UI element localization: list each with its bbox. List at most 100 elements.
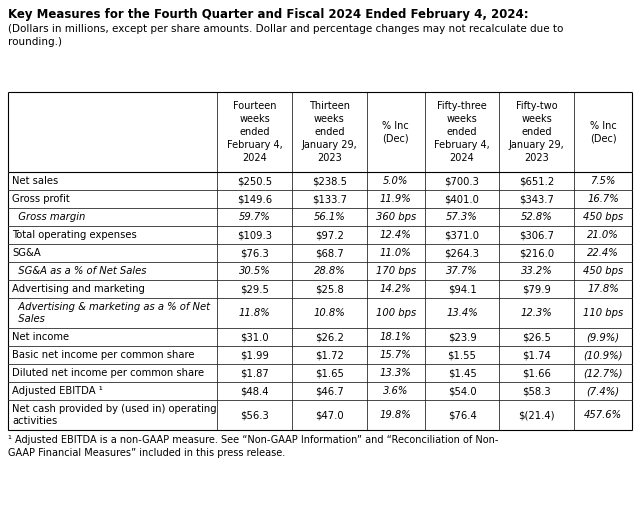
Text: $1.72: $1.72 bbox=[315, 350, 344, 360]
Text: Fifty-three
weeks
ended
February 4,
2024: Fifty-three weeks ended February 4, 2024 bbox=[434, 102, 490, 163]
Text: $133.7: $133.7 bbox=[312, 194, 347, 204]
Text: Adjusted EBITDA ¹: Adjusted EBITDA ¹ bbox=[12, 386, 103, 396]
Text: $1.55: $1.55 bbox=[447, 350, 476, 360]
Text: 22.4%: 22.4% bbox=[587, 248, 619, 258]
Text: $371.0: $371.0 bbox=[445, 230, 479, 240]
Text: $76.3: $76.3 bbox=[241, 248, 269, 258]
Text: 59.7%: 59.7% bbox=[239, 212, 271, 222]
Text: SG&A: SG&A bbox=[12, 248, 41, 258]
Text: (9.9%): (9.9%) bbox=[586, 332, 620, 342]
Text: $31.0: $31.0 bbox=[241, 332, 269, 342]
Text: 450 bps: 450 bps bbox=[583, 212, 623, 222]
Text: Key Measures for the Fourth Quarter and Fiscal 2024 Ended February 4, 2024:: Key Measures for the Fourth Quarter and … bbox=[8, 8, 529, 21]
Text: Total operating expenses: Total operating expenses bbox=[12, 230, 137, 240]
Text: 15.7%: 15.7% bbox=[380, 350, 412, 360]
Text: 12.3%: 12.3% bbox=[521, 308, 552, 318]
Text: $651.2: $651.2 bbox=[519, 176, 554, 186]
Text: Gross margin: Gross margin bbox=[12, 212, 85, 222]
Text: GAAP Financial Measures” included in this press release.: GAAP Financial Measures” included in thi… bbox=[8, 448, 285, 458]
Text: 110 bps: 110 bps bbox=[583, 308, 623, 318]
Text: $48.4: $48.4 bbox=[241, 386, 269, 396]
Text: ¹ Adjusted EBITDA is a non-GAAP measure. See “Non-GAAP Information” and “Reconci: ¹ Adjusted EBITDA is a non-GAAP measure.… bbox=[8, 435, 499, 445]
Text: $149.6: $149.6 bbox=[237, 194, 272, 204]
Text: 33.2%: 33.2% bbox=[521, 266, 552, 276]
Text: $76.4: $76.4 bbox=[447, 410, 476, 420]
Text: 5.0%: 5.0% bbox=[383, 176, 408, 186]
Text: $97.2: $97.2 bbox=[315, 230, 344, 240]
Text: 37.7%: 37.7% bbox=[446, 266, 478, 276]
Text: 100 bps: 100 bps bbox=[376, 308, 416, 318]
Text: $109.3: $109.3 bbox=[237, 230, 272, 240]
Text: Net income: Net income bbox=[12, 332, 69, 342]
Text: $343.7: $343.7 bbox=[519, 194, 554, 204]
Text: 16.7%: 16.7% bbox=[587, 194, 619, 204]
Text: $1.87: $1.87 bbox=[241, 368, 269, 378]
Text: Basic net income per common share: Basic net income per common share bbox=[12, 350, 195, 360]
Text: $401.0: $401.0 bbox=[445, 194, 479, 204]
Text: $1.45: $1.45 bbox=[447, 368, 476, 378]
Text: 57.3%: 57.3% bbox=[446, 212, 478, 222]
Text: 56.1%: 56.1% bbox=[314, 212, 346, 222]
Text: SG&A as a % of Net Sales: SG&A as a % of Net Sales bbox=[12, 266, 147, 276]
Text: 11.8%: 11.8% bbox=[239, 308, 271, 318]
Text: $1.66: $1.66 bbox=[522, 368, 551, 378]
Text: Diluted net income per common share: Diluted net income per common share bbox=[12, 368, 204, 378]
Text: $23.9: $23.9 bbox=[447, 332, 476, 342]
Text: $79.9: $79.9 bbox=[522, 284, 551, 294]
Text: 10.8%: 10.8% bbox=[314, 308, 346, 318]
Text: 11.0%: 11.0% bbox=[380, 248, 412, 258]
Text: $29.5: $29.5 bbox=[240, 284, 269, 294]
Text: Advertising & marketing as a % of Net
  Sales: Advertising & marketing as a % of Net Sa… bbox=[12, 302, 210, 324]
Text: $306.7: $306.7 bbox=[519, 230, 554, 240]
Text: Gross profit: Gross profit bbox=[12, 194, 70, 204]
Text: (Dollars in millions, except per share amounts. Dollar and percentage changes ma: (Dollars in millions, except per share a… bbox=[8, 24, 563, 34]
Text: $94.1: $94.1 bbox=[447, 284, 476, 294]
Text: Fourteen
weeks
ended
February 4,
2024: Fourteen weeks ended February 4, 2024 bbox=[227, 102, 283, 163]
Text: (12.7%): (12.7%) bbox=[583, 368, 623, 378]
Text: Advertising and marketing: Advertising and marketing bbox=[12, 284, 145, 294]
Text: $(21.4): $(21.4) bbox=[518, 410, 555, 420]
Text: 3.6%: 3.6% bbox=[383, 386, 408, 396]
Text: $56.3: $56.3 bbox=[241, 410, 269, 420]
Text: rounding.): rounding.) bbox=[8, 37, 62, 47]
Text: $238.5: $238.5 bbox=[312, 176, 347, 186]
Text: (10.9%): (10.9%) bbox=[583, 350, 623, 360]
Text: $250.5: $250.5 bbox=[237, 176, 272, 186]
Text: % Inc
(Dec): % Inc (Dec) bbox=[589, 120, 616, 144]
Text: $216.0: $216.0 bbox=[519, 248, 554, 258]
Text: $700.3: $700.3 bbox=[445, 176, 479, 186]
Text: % Inc
(Dec): % Inc (Dec) bbox=[382, 120, 409, 144]
Text: 360 bps: 360 bps bbox=[376, 212, 416, 222]
Text: 52.8%: 52.8% bbox=[521, 212, 552, 222]
Text: Fifty-two
weeks
ended
January 29,
2023: Fifty-two weeks ended January 29, 2023 bbox=[509, 102, 564, 163]
Text: $47.0: $47.0 bbox=[315, 410, 344, 420]
Text: 28.8%: 28.8% bbox=[314, 266, 346, 276]
Text: $46.7: $46.7 bbox=[315, 386, 344, 396]
Text: $1.74: $1.74 bbox=[522, 350, 551, 360]
Text: $26.2: $26.2 bbox=[315, 332, 344, 342]
Text: 18.1%: 18.1% bbox=[380, 332, 412, 342]
Text: 7.5%: 7.5% bbox=[590, 176, 616, 186]
Text: 19.8%: 19.8% bbox=[380, 410, 412, 420]
Text: $264.3: $264.3 bbox=[445, 248, 479, 258]
Text: 457.6%: 457.6% bbox=[584, 410, 622, 420]
Text: Net cash provided by (used in) operating
activities: Net cash provided by (used in) operating… bbox=[12, 404, 216, 426]
Text: $26.5: $26.5 bbox=[522, 332, 551, 342]
Text: $58.3: $58.3 bbox=[522, 386, 551, 396]
Text: $54.0: $54.0 bbox=[448, 386, 476, 396]
Text: 11.9%: 11.9% bbox=[380, 194, 412, 204]
Text: 13.3%: 13.3% bbox=[380, 368, 412, 378]
Text: (7.4%): (7.4%) bbox=[586, 386, 620, 396]
Text: Thirteen
weeks
ended
January 29,
2023: Thirteen weeks ended January 29, 2023 bbox=[301, 102, 357, 163]
Text: $25.8: $25.8 bbox=[315, 284, 344, 294]
Text: $68.7: $68.7 bbox=[315, 248, 344, 258]
Text: 14.2%: 14.2% bbox=[380, 284, 412, 294]
Text: 450 bps: 450 bps bbox=[583, 266, 623, 276]
Text: 30.5%: 30.5% bbox=[239, 266, 271, 276]
Text: 12.4%: 12.4% bbox=[380, 230, 412, 240]
Text: 17.8%: 17.8% bbox=[587, 284, 619, 294]
Text: $1.99: $1.99 bbox=[240, 350, 269, 360]
Text: 13.4%: 13.4% bbox=[446, 308, 478, 318]
Text: $1.65: $1.65 bbox=[315, 368, 344, 378]
Text: Net sales: Net sales bbox=[12, 176, 58, 186]
